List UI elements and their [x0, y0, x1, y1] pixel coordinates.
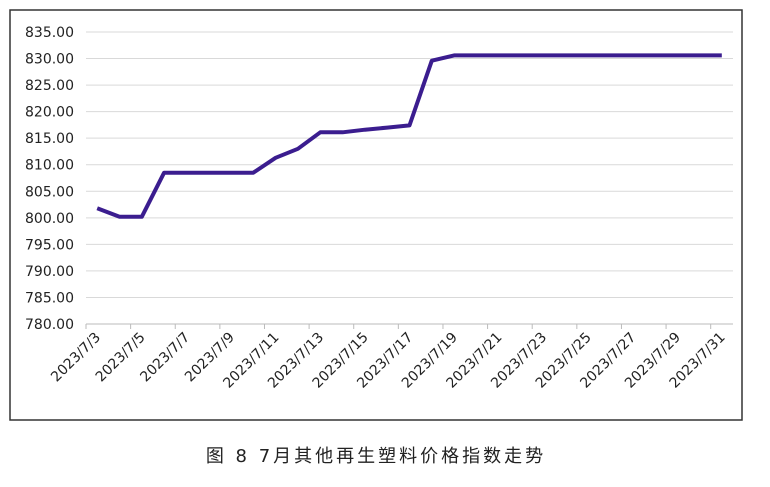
y-tick-label: 795.00 [25, 237, 74, 253]
y-tick-label: 785.00 [25, 290, 74, 306]
y-tick-label: 805.00 [25, 184, 74, 200]
y-tick-label: 790.00 [25, 264, 74, 280]
y-tick-label: 835.00 [25, 25, 74, 41]
data-line [96, 53, 722, 219]
y-tick-label: 810.00 [25, 158, 74, 174]
caption: 图 8 7月其他再生塑料价格指数走势 [206, 446, 546, 467]
y-tick-label: 780.00 [25, 317, 74, 333]
y-tick-label: 825.00 [25, 78, 74, 94]
y-tick-label: 820.00 [25, 105, 74, 121]
y-tick-label: 815.00 [25, 131, 74, 147]
y-tick-label: 830.00 [25, 52, 74, 68]
y-tick-label: 800.00 [25, 211, 74, 227]
